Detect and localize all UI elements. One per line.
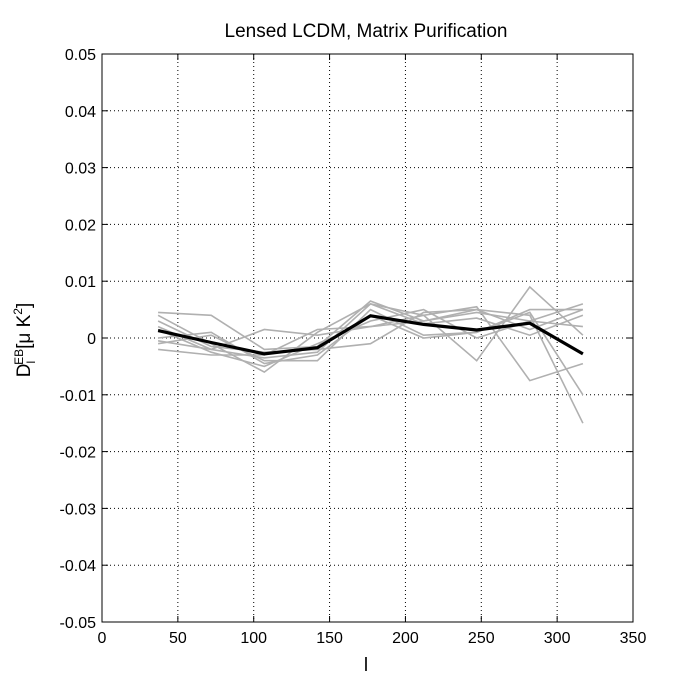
- y-tick-label: -0.03: [60, 501, 97, 518]
- y-axis-label-units-prefix: [μ K: [14, 314, 35, 349]
- x-tick-label: 250: [468, 630, 495, 647]
- y-tick-label: 0.01: [65, 274, 96, 291]
- realization-line-8: [157, 308, 584, 354]
- y-axis-label-superscript: EB: [12, 349, 26, 365]
- chart-title: Lensed LCDM, Matrix Purification: [225, 21, 508, 42]
- y-tick-label: -0.01: [60, 388, 97, 405]
- x-tick-label: 150: [316, 630, 343, 647]
- mean-series-line: [157, 314, 584, 356]
- y-tick-label: 0: [87, 331, 96, 348]
- tick-labels: 0 50 100 150 200 250 300 350 -0.05 -0.04 -0.03 -0.0…: [60, 47, 647, 647]
- y-axis-label-subscript: l: [24, 361, 38, 364]
- x-tick-label: 0: [98, 630, 107, 647]
- realization-line-9: [157, 302, 584, 359]
- x-tick-label: 200: [392, 630, 419, 647]
- y-tick-label: -0.04: [60, 558, 97, 575]
- realization-line-1: [158, 300, 584, 424]
- y-tick-label: 0.03: [65, 161, 96, 178]
- realization-line-4: [157, 308, 583, 362]
- ticks: [101, 53, 634, 623]
- y-tick-label: -0.02: [60, 445, 97, 462]
- x-tick-label: 350: [620, 630, 647, 647]
- x-tick-label: 300: [544, 630, 571, 647]
- y-axis-label-base: D: [14, 364, 35, 378]
- y-tick-label: 0.04: [65, 104, 96, 121]
- y-axis-label: DlEB[μ K2]: [11, 303, 38, 378]
- y-tick-label: 0.05: [65, 47, 96, 64]
- x-axis-label: l: [364, 655, 368, 676]
- y-axis-label-units-power: 2: [11, 308, 25, 315]
- y-tick-label: -0.05: [60, 615, 97, 632]
- y-tick-label: 0.02: [65, 217, 96, 234]
- x-tick-label: 100: [240, 630, 267, 647]
- series-group: [157, 285, 584, 424]
- x-tick-label: 50: [169, 630, 187, 647]
- realization-line-6: [158, 311, 583, 356]
- y-axis-label-units-suffix: ]: [14, 303, 35, 308]
